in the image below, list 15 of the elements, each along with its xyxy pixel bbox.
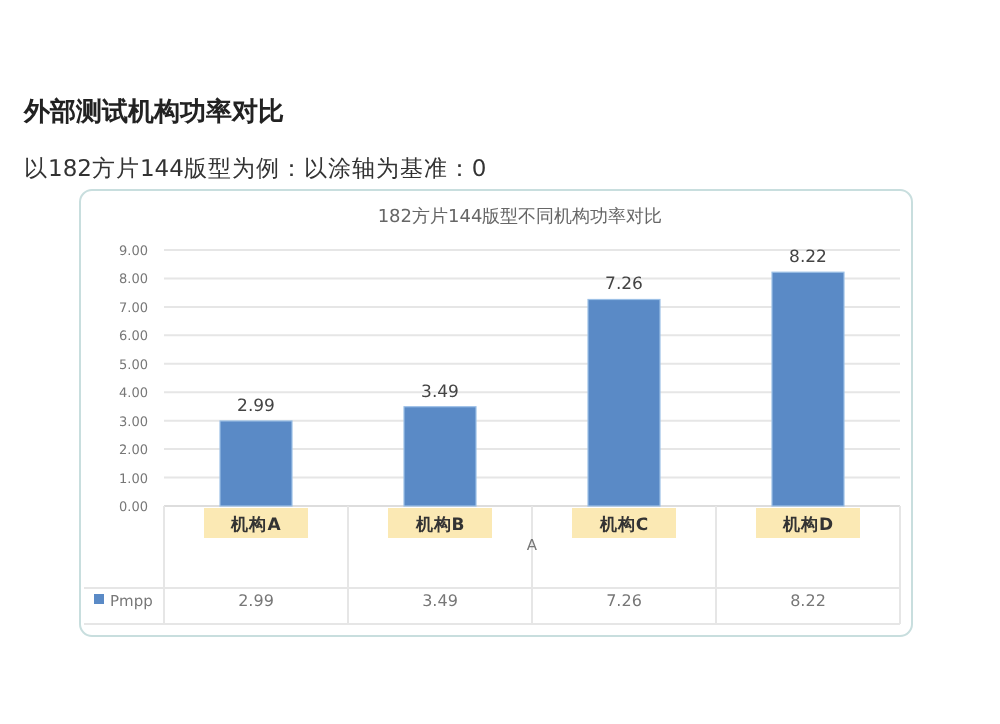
text: 7.26 <box>606 592 642 610</box>
data-label: 3.49 <box>421 382 459 403</box>
x-tick-label: 机构B <box>413 514 465 536</box>
text: 182方片144版型不同机构功率对比 <box>377 206 663 228</box>
x-tick-label: 机构C <box>597 514 649 536</box>
x-tick-label: 机构A <box>229 514 282 536</box>
x-tick-label: 机构D <box>780 514 834 536</box>
text: 2.99 <box>238 592 274 610</box>
data-label: 8.22 <box>789 248 827 269</box>
text: 8.22 <box>790 592 826 610</box>
chart-subtitle: 以182方片144版型为例：以涂轴为基准：0 <box>24 154 487 182</box>
text: 3.49 <box>422 592 458 610</box>
chart-title: 外部测试机构功率对比 <box>22 96 284 128</box>
data-label: 2.99 <box>237 396 275 417</box>
data-label: 7.26 <box>605 275 643 296</box>
